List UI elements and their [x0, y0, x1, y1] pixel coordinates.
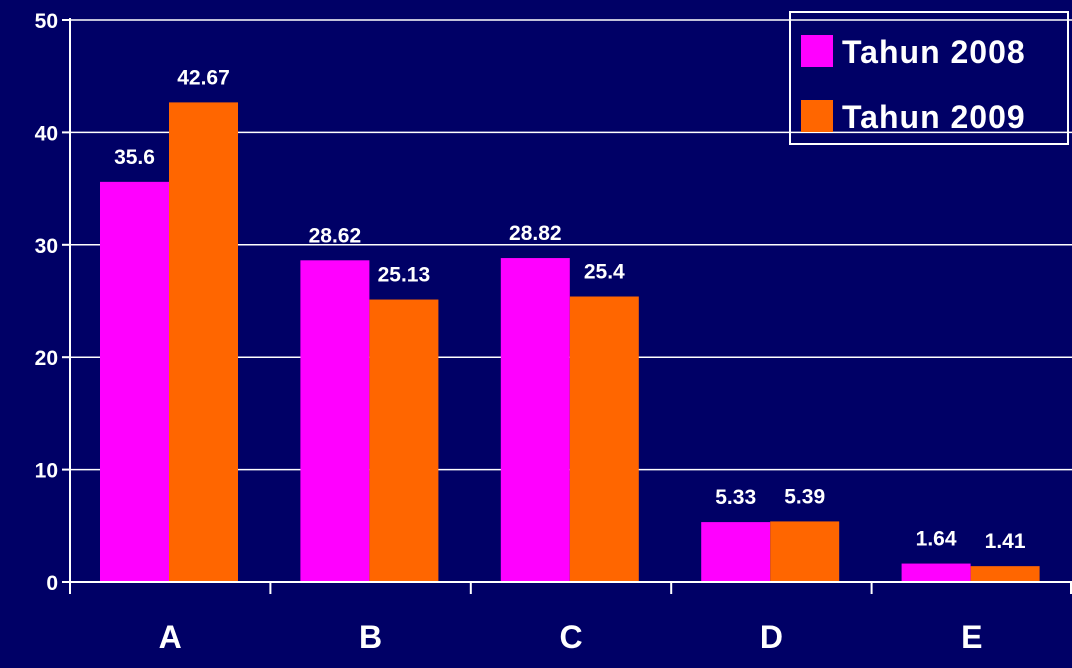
y-tick-label: 20 — [35, 347, 58, 370]
bar-a-series-1 — [100, 181, 169, 582]
bar-c-series-1 — [500, 258, 570, 582]
legend-label-2009: Tahun 2009 — [842, 99, 1026, 135]
category-label-a: A — [159, 619, 182, 655]
bar-e-series-1 — [901, 563, 971, 582]
legend-swatch-2009 — [801, 100, 833, 132]
bar-a-series-2 — [169, 102, 238, 583]
axes: 0 10 20 30 40 50 A B C D E — [35, 10, 1072, 655]
legend-label-2008: Tahun 2008 — [842, 34, 1026, 70]
data-label: 25.4 — [584, 261, 625, 284]
data-label: 1.64 — [916, 528, 957, 551]
y-tick-label: 0 — [46, 572, 58, 595]
bar-d-series-1 — [701, 522, 771, 582]
y-tick-label: 40 — [35, 122, 58, 145]
category-label-b: B — [359, 619, 382, 655]
legend-box — [789, 11, 1069, 145]
data-label: 5.39 — [784, 485, 825, 508]
legend: Tahun 2008 Tahun 2009 — [789, 11, 1069, 145]
data-labels: 35.6 42.67 28.62 25.13 28.82 25.4 5.33 5.39 1.64… — [114, 66, 1026, 553]
y-tick-label: 30 — [35, 235, 58, 258]
data-label: 42.67 — [177, 66, 230, 89]
data-label: 28.82 — [509, 222, 562, 245]
bar-d-series-2 — [770, 521, 840, 582]
data-label: 25.13 — [378, 264, 431, 287]
data-label: 1.41 — [985, 530, 1026, 553]
category-label-e: E — [961, 619, 982, 655]
bar-b-series-1 — [300, 260, 370, 582]
bar-c-series-2 — [569, 296, 639, 582]
category-label-c: C — [559, 619, 582, 655]
bar-e-series-2 — [970, 566, 1040, 582]
category-label-d: D — [760, 619, 783, 655]
y-tick-label: 10 — [35, 460, 58, 483]
data-label: 5.33 — [715, 486, 756, 509]
bar-b-series-2 — [369, 299, 439, 582]
legend-swatch-2008 — [801, 35, 833, 67]
data-label: 28.62 — [309, 224, 362, 247]
y-tick-label: 50 — [35, 10, 58, 33]
data-label: 35.6 — [114, 146, 155, 169]
bars — [100, 102, 1040, 583]
